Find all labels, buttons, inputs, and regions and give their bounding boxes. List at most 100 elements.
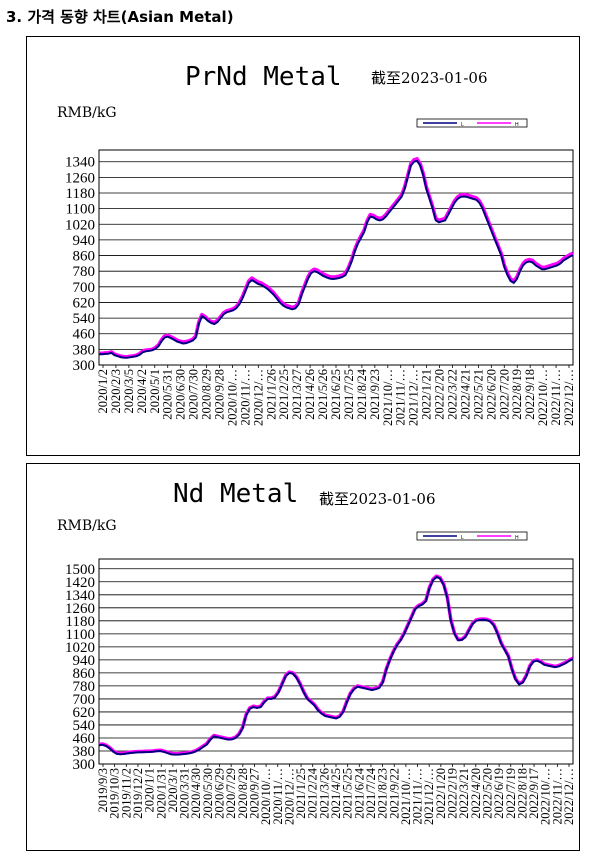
x-tick-label: 2020/11/… [238,369,252,425]
y-tick-label: 1180 [66,186,95,202]
x-tick-label: 2021/3/26 [317,768,331,819]
x-tick-label: 2020/8/28 [236,768,250,819]
series-line-l [98,575,574,756]
y-tick-label: 700 [73,280,96,296]
legend-label-h: H [515,122,519,128]
x-tick-label: 2021/6/24 [352,767,366,818]
chart-title: PrNd Metal [185,62,342,92]
x-tick-label: 2022/2/19 [446,768,460,819]
x-tick-label: 2022/11/… [549,369,563,425]
x-tick-label: 2021/7/25 [342,369,356,420]
y-tick-label: 1500 [65,562,95,578]
x-tick-label: 2020/7/30 [187,369,201,420]
x-tick-label: 2020/6/29 [213,768,227,819]
chart-title: Nd Metal [173,479,298,509]
x-tick-label: 2020/1/31 [154,768,168,819]
x-tick-label: 2021/6/25 [329,369,343,420]
x-tick-label: 2022/6/19 [492,768,506,819]
gridlines [99,568,573,765]
x-tick-label: 2021/1/26 [264,369,278,420]
x-tick-label: 2021/11/… [411,768,425,824]
x-tick-label: 2020/6/30 [174,369,188,420]
x-tick-label: 2021/12/… [422,768,436,825]
y-tick-label: 1260 [65,601,95,617]
chart-date-label: 截至2023-01-06 [319,490,436,508]
x-tick-label: 2021/2/25 [277,369,291,420]
y-tick-label: 300 [73,358,96,374]
y-tick-label: 860 [73,666,96,682]
x-tick-label: 2020/5/31 [161,369,175,420]
x-tick-label: 2019/10/3 [108,768,122,819]
prnd-chart-panel: PrNd Metal 截至2023-01-06 RMB/kG L H 300 380 460 5… [26,36,580,456]
x-tick-label: 2022/6/20 [484,369,498,420]
x-tick-label: 2020/10/… [259,768,273,825]
x-tick-label: 2019/12/2 [131,768,145,819]
y-tick-label: 940 [73,233,96,249]
y-tick-label: 620 [73,705,96,721]
x-tick-label: 2022/11/… [550,768,564,824]
nd-chart-panel: Nd Metal 截至2023-01-06 RMB/kG L H 300 380 460 540… [26,463,580,851]
x-tick-label: 2022/4/21 [458,369,472,420]
legend-label-h: H [515,535,519,541]
x-tick-label: 2020/4/30 [189,768,203,819]
x-tick-label: 2022/3/21 [457,768,471,819]
x-tick-label: 2021/3/27 [290,369,304,420]
x-tick-label: 2021/10/… [399,768,413,825]
x-tick-label: 2022/5/21 [471,369,485,420]
x-tick-label: 2020/10/… [225,369,239,426]
y-tick-label: 780 [73,264,96,280]
x-tick-label: 2020/12/… [251,369,265,426]
x-tick-label: 2020/12/… [282,768,296,825]
y-tick-label: 460 [73,327,96,343]
x-tick-label: 2020/3/1 [166,768,180,812]
y-tick-label: 1180 [66,614,95,630]
x-tick-label: 2020/1/1 [143,768,157,812]
y-tick-label: 540 [73,311,96,327]
x-tick-label: 2020/2/3 [109,369,123,413]
y-unit-label: RMB/kG [57,105,117,121]
y-tick-label: 1340 [65,588,95,604]
x-tick-label: 2022/3/22 [446,369,460,420]
x-tick-label: 2020/7/29 [224,768,238,819]
legend-box [416,531,528,541]
y-tick-label: 1340 [65,155,95,171]
prnd-chart: PrNd Metal 截至2023-01-06 RMB/kG L H 3003804605… [57,62,576,426]
x-tick-label: 2020/9/28 [213,369,227,420]
series-line-h [98,574,574,756]
x-tick-label: 2021/2/24 [306,767,320,818]
y-tick-label: 380 [73,744,96,760]
x-axis-ticks: 2019/9/32019/10/32019/11/22019/12/22020/… [96,764,576,825]
x-tick-label: 2020/4/2 [135,369,149,413]
x-tick-label: 2020/5/30 [201,768,215,819]
chart-date-label: 截至2023-01-06 [371,69,488,87]
x-tick-label: 2022/7/19 [504,768,518,819]
x-tick-label: 2020/5/1 [148,369,162,413]
x-tick-label: 2022/12/… [562,369,576,426]
x-tick-label: 2019/11/2 [119,768,133,818]
x-tick-label: 2021/4/25 [329,768,343,819]
x-tick-label: 2020/11/… [271,768,285,824]
x-axis-ticks: 2020/1/22020/2/32020/3/52020/4/22020/5/1… [96,365,576,426]
series-line-l [99,159,574,359]
y-tick-label: 540 [73,718,96,734]
y-tick-label: 1100 [66,627,95,643]
x-tick-label: 2022/5/20 [480,768,494,819]
legend-label-l: L [461,535,464,541]
plot-area [98,558,574,765]
x-tick-label: 2022/1/20 [434,768,448,819]
x-tick-label: 2022/8/19 [510,369,524,420]
x-tick-label: 2022/8/18 [515,768,529,819]
y-tick-label: 460 [73,731,96,747]
x-tick-label: 2022/10/… [536,369,550,426]
x-tick-label: 2022/10/… [539,768,553,825]
x-tick-label: 2021/8/23 [376,768,390,819]
x-tick-label: 2020/1/2 [96,369,110,413]
x-tick-label: 2022/9/17 [527,768,541,819]
x-tick-label: 2021/5/25 [341,768,355,819]
x-tick-label: 2022/2/20 [433,369,447,420]
y-tick-label: 300 [73,757,96,773]
x-tick-label: 2022/1/21 [420,369,434,420]
y-tick-label: 380 [73,342,96,358]
